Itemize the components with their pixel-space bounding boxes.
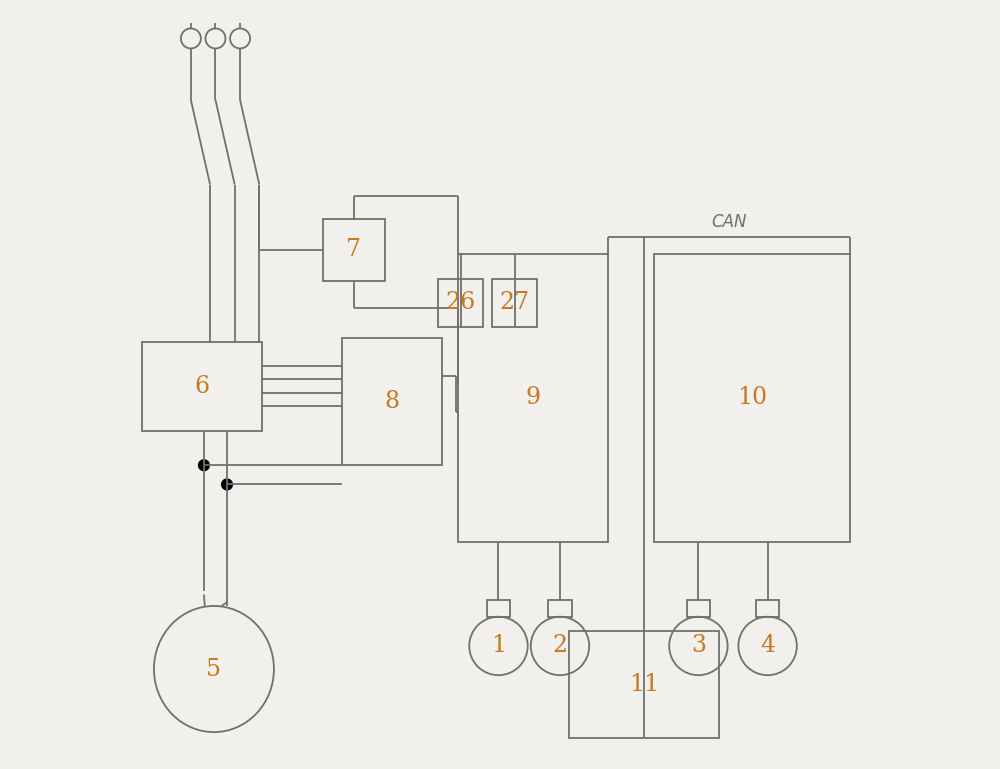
Text: 2: 2	[552, 634, 568, 657]
Text: 11: 11	[629, 673, 659, 696]
Text: 26: 26	[446, 291, 476, 315]
Text: 7: 7	[346, 238, 361, 261]
Text: 10: 10	[737, 387, 767, 409]
Text: 3: 3	[691, 634, 706, 657]
Circle shape	[199, 460, 209, 471]
Text: 8: 8	[385, 391, 400, 413]
Text: 9: 9	[525, 387, 540, 409]
Text: 4: 4	[760, 634, 775, 657]
Text: 5: 5	[206, 657, 221, 681]
Text: CAN: CAN	[711, 213, 746, 231]
Circle shape	[222, 479, 232, 490]
Text: 1: 1	[491, 634, 506, 657]
Text: 6: 6	[194, 375, 210, 398]
Text: 27: 27	[500, 291, 530, 315]
